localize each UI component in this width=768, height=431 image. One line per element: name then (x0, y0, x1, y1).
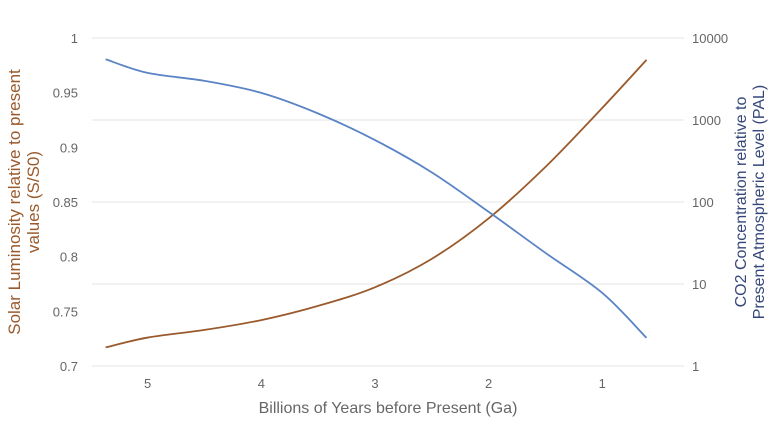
x-tick-label: 2 (485, 376, 492, 391)
luminosity-line (105, 59, 648, 349)
left-axis-title-line2: values (S/S0) (24, 151, 43, 253)
x-axis-ticks: 5 4 3 2 1 (144, 376, 606, 391)
right-tick-label: 10 (692, 277, 706, 292)
right-tick-label: 1 (692, 359, 699, 374)
right-tick-label: 10000 (692, 31, 728, 46)
x-tick-label: 1 (599, 376, 606, 391)
co2-line (105, 58, 648, 339)
gridlines (92, 37, 684, 367)
right-tick-label: 100 (692, 195, 714, 210)
left-axis-ticks: 0.7 0.75 0.8 0.85 0.9 0.95 1 (53, 31, 78, 374)
left-tick-label: 0.8 (60, 250, 78, 265)
right-tick-label: 1000 (692, 113, 721, 128)
left-tick-label: 0.85 (53, 195, 78, 210)
right-axis-ticks: 1 10 100 1000 10000 (692, 31, 728, 374)
left-axis-title-line1: Solar Luminosity relative to present (5, 69, 24, 335)
series-lines (105, 58, 648, 349)
right-axis-title-line2: Present Atmospheric Level (PAL) (751, 85, 768, 319)
x-tick-label: 3 (371, 376, 378, 391)
left-tick-label: 0.75 (53, 304, 78, 319)
x-axis-title: Billions of Years before Present (Ga) (259, 400, 518, 417)
right-axis-title-line1: CO2 Concentration relative to (733, 97, 750, 308)
left-axis-title: Solar Luminosity relative to present val… (5, 69, 43, 335)
x-tick-label: 4 (258, 376, 265, 391)
left-tick-label: 1 (71, 31, 78, 46)
left-tick-label: 0.9 (60, 140, 78, 155)
x-tick-label: 5 (144, 376, 151, 391)
left-tick-label: 0.7 (60, 359, 78, 374)
right-axis-title: CO2 Concentration relative to Present At… (733, 85, 768, 319)
left-tick-label: 0.95 (53, 86, 78, 101)
